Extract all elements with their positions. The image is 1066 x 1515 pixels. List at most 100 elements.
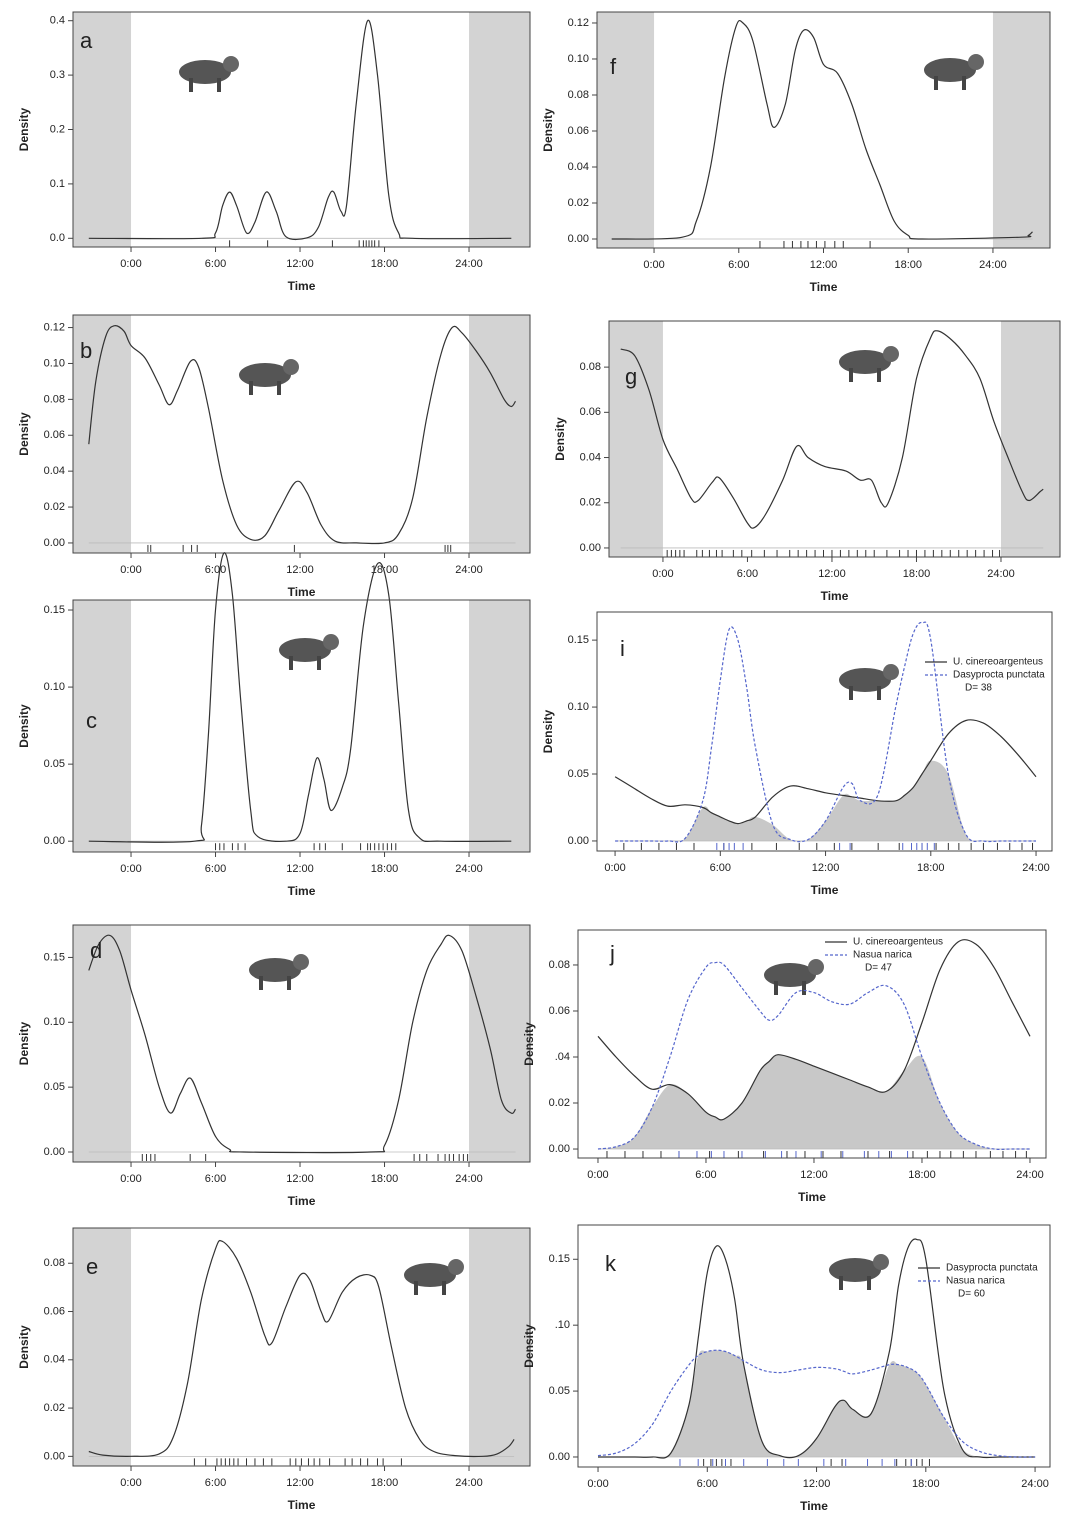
animal-icon (774, 981, 778, 995)
x-tick-label: 24:00 (455, 863, 483, 875)
annotation: D= 47 (865, 963, 892, 974)
panel-label: c (86, 708, 97, 733)
night-shade (469, 925, 530, 1162)
legend-label: Dasyprocta punctata (946, 1263, 1038, 1274)
x-tick-label: 12:00 (810, 259, 838, 271)
y-axis-label: Density (17, 108, 31, 152)
animal-icon (873, 1254, 889, 1270)
x-tick-label: 18:00 (371, 1477, 399, 1489)
animal-icon (877, 368, 881, 382)
y-tick-label: .10 (555, 1319, 570, 1331)
panel-label: a (80, 28, 93, 53)
animal-icon (802, 981, 806, 995)
y-tick-label: 0.00 (44, 835, 65, 847)
x-tick-label: 24:00 (455, 1477, 483, 1489)
x-tick-label: 12:00 (800, 1169, 828, 1181)
x-tick-label: 6:00 (697, 1478, 718, 1490)
y-axis-label: Density (17, 1022, 31, 1066)
x-tick-label: 0:00 (120, 1477, 141, 1489)
animal-icon (883, 664, 899, 680)
y-tick-label: 0.00 (44, 1450, 65, 1462)
night-shade (73, 600, 131, 852)
animal-icon (189, 78, 193, 92)
panel-label: j (609, 941, 615, 966)
animal-icon (293, 954, 309, 970)
x-axis-label: Time (288, 1194, 316, 1208)
panel-label: i (620, 636, 625, 661)
x-tick-label: 0:00 (120, 863, 141, 875)
x-tick-label: 6:00 (205, 1173, 226, 1185)
y-tick-label: 0.10 (44, 681, 65, 693)
y-tick-label: 0.08 (568, 89, 589, 101)
night-shade (469, 1228, 530, 1466)
y-axis-label: Density (522, 1022, 536, 1066)
animal-icon (877, 686, 881, 700)
y-tick-label: 0.15 (44, 951, 65, 963)
night-shade (73, 1228, 131, 1466)
animal-icon (849, 368, 853, 382)
x-tick-label: 0:00 (652, 568, 673, 580)
x-tick-label: 12:00 (812, 862, 840, 874)
annotation: D= 38 (965, 683, 992, 694)
x-axis-label: Time (288, 1498, 316, 1512)
x-axis-label: Time (798, 1190, 826, 1204)
animal-icon (283, 359, 299, 375)
x-tick-label: 12:00 (803, 1478, 831, 1490)
x-tick-label: 0:00 (120, 564, 141, 576)
x-tick-label: 18:00 (371, 258, 399, 270)
panel-label: e (86, 1254, 98, 1279)
animal-icon (808, 959, 824, 975)
y-tick-label: 0.04 (44, 465, 65, 477)
panel: 0.000.020.040.060.080.100.120:006:0012:0… (17, 315, 530, 599)
y-tick-label: 0.04 (44, 1354, 65, 1366)
y-tick-label: 0.05 (44, 1081, 65, 1093)
annotation: D= 60 (958, 1289, 985, 1300)
figure: 0.00.10.20.30.40:006:0012:0018:0024:00Ti… (0, 0, 1066, 1515)
x-tick-label: 12:00 (818, 568, 846, 580)
y-tick-label: 0.12 (568, 17, 589, 29)
x-tick-label: 18:00 (912, 1478, 940, 1490)
y-axis-label: Density (541, 108, 555, 152)
legend-label: Dasyprocta punctata (953, 670, 1045, 681)
y-tick-label: 0.08 (580, 361, 601, 373)
x-tick-label: 24:00 (455, 1173, 483, 1185)
x-tick-label: 24:00 (979, 259, 1007, 271)
y-tick-label: .04 (555, 1051, 570, 1063)
animal-icon (883, 346, 899, 362)
y-tick-label: 0.10 (568, 53, 589, 65)
x-tick-label: 6:00 (710, 862, 731, 874)
y-tick-label: 0.00 (549, 1451, 570, 1463)
y-tick-label: 0.00 (568, 233, 589, 245)
animal-icon (323, 634, 339, 650)
x-tick-label: 12:00 (286, 1477, 314, 1489)
animal-icon (289, 656, 293, 670)
y-tick-label: 0.12 (44, 321, 65, 333)
x-axis-label: Time (800, 1499, 828, 1513)
legend-label: Nasua narica (853, 950, 912, 961)
y-axis-label: Density (541, 710, 555, 754)
x-tick-label: 6:00 (205, 863, 226, 875)
x-tick-label: 6:00 (205, 564, 226, 576)
night-shade (469, 600, 530, 852)
animal-icon (277, 381, 281, 395)
x-tick-label: 24:00 (1022, 862, 1050, 874)
animal-icon (287, 976, 291, 990)
y-tick-label: 0.10 (568, 701, 589, 713)
x-axis-label: Time (811, 883, 839, 897)
night-shade (609, 321, 663, 557)
plot-area (73, 12, 530, 247)
y-tick-label: 0.15 (44, 604, 65, 616)
x-tick-label: 0:00 (120, 1173, 141, 1185)
x-tick-label: 18:00 (894, 259, 922, 271)
animal-icon (839, 1276, 843, 1290)
x-tick-label: 6:00 (737, 568, 758, 580)
y-tick-label: 0.04 (568, 161, 589, 173)
y-tick-label: 0.10 (44, 1016, 65, 1028)
animal-icon (968, 54, 984, 70)
x-tick-label: 0:00 (587, 1478, 608, 1490)
y-tick-label: 0.06 (44, 429, 65, 441)
